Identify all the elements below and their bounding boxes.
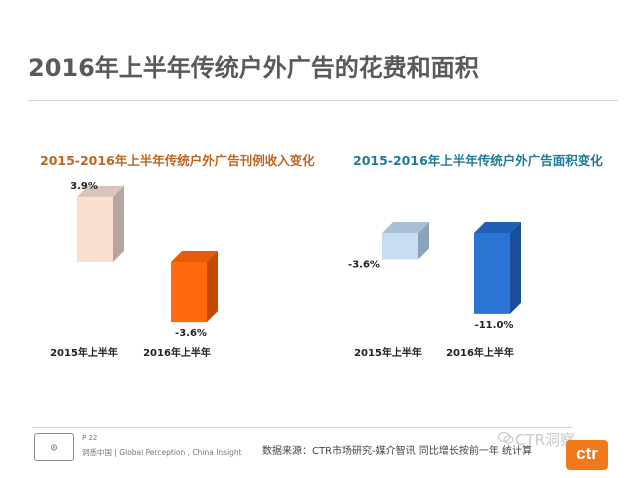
category-label-0-0: 2015年上半年: [50, 346, 118, 359]
bar-front-0-1: [171, 262, 207, 323]
page-title: 2016年上半年传统户外广告的花费和面积: [28, 54, 479, 82]
chart-title-revenue: 2015-2016年上半年传统户外广告刊例收入变化: [40, 153, 315, 168]
bar-side-1-0: [418, 222, 429, 260]
bar-front-1-1: [474, 233, 510, 314]
value-label-1-0: -3.6%: [348, 259, 380, 270]
footer-divider: [32, 427, 572, 428]
bar-top-1-1: [474, 222, 521, 233]
value-label-1-1: -11.0%: [475, 320, 514, 331]
bar-front-0-0: [77, 196, 113, 262]
bar-front-1-0: [382, 233, 418, 260]
watermark: CTR洞察: [515, 431, 576, 449]
brand-logo-icon: ◎: [34, 433, 74, 461]
bar-top-0-0: [77, 185, 124, 197]
chart-title-area: 2015-2016年上半年传统户外广告面积变化: [353, 153, 603, 168]
bar-top-0-1: [171, 251, 218, 262]
page-number: P 22: [82, 434, 98, 442]
title-divider: [28, 100, 618, 101]
bar-top-1-0: [382, 222, 429, 233]
wechat-icon: [498, 431, 514, 444]
bar-side-1-1: [510, 222, 521, 314]
bar-side-0-1: [207, 251, 218, 323]
value-label-0-1: -3.6%: [175, 328, 207, 339]
value-label-0-0: 3.9%: [70, 181, 98, 192]
category-label-1-1: 2016年上半年: [446, 346, 514, 359]
footer-slogan: 洞悉中国 | Global Perception , China Insight: [82, 448, 242, 457]
category-label-0-1: 2016年上半年: [143, 346, 211, 359]
bar-side-0-0: [113, 185, 124, 262]
data-source-note: 数据来源：CTR市场研究-媒介智讯 同比增长按前一年 统计算: [262, 446, 533, 457]
category-label-1-0: 2015年上半年: [354, 346, 422, 359]
ctr-logo: ctr: [566, 440, 608, 470]
